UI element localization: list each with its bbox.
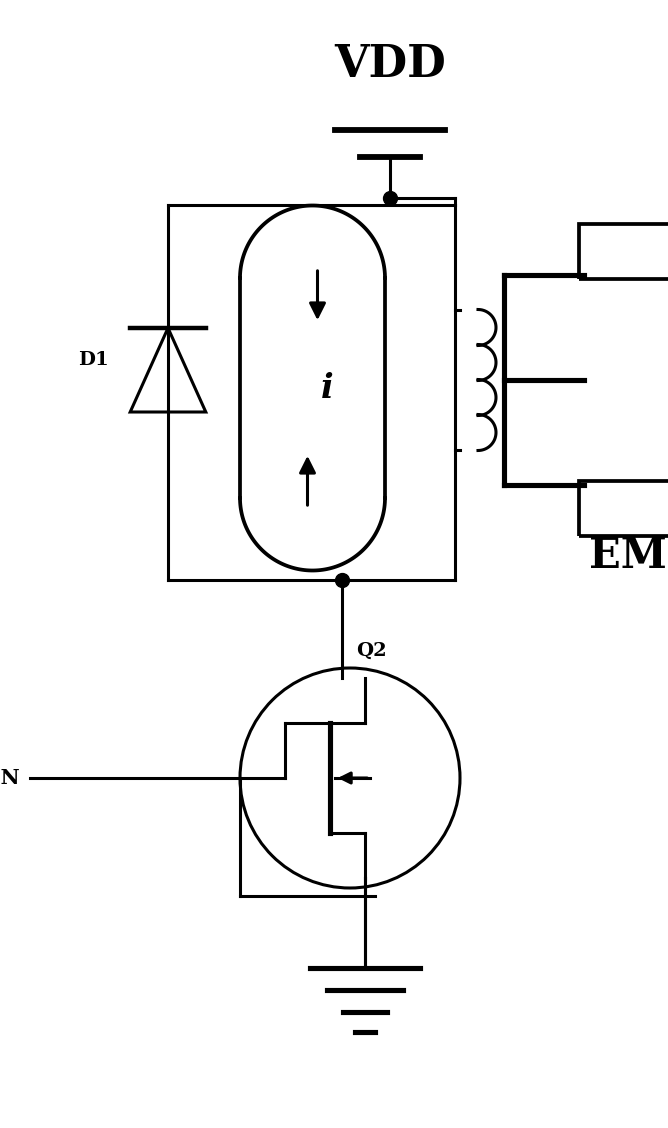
Bar (579, 481, 668, 536)
Text: EMP: EMP (589, 535, 668, 578)
Text: LIN: LIN (0, 768, 20, 788)
Text: Q2: Q2 (357, 642, 387, 660)
Text: i: i (321, 371, 334, 405)
Bar (579, 224, 668, 279)
Text: VDD: VDD (334, 43, 446, 86)
Text: D1: D1 (77, 351, 108, 369)
